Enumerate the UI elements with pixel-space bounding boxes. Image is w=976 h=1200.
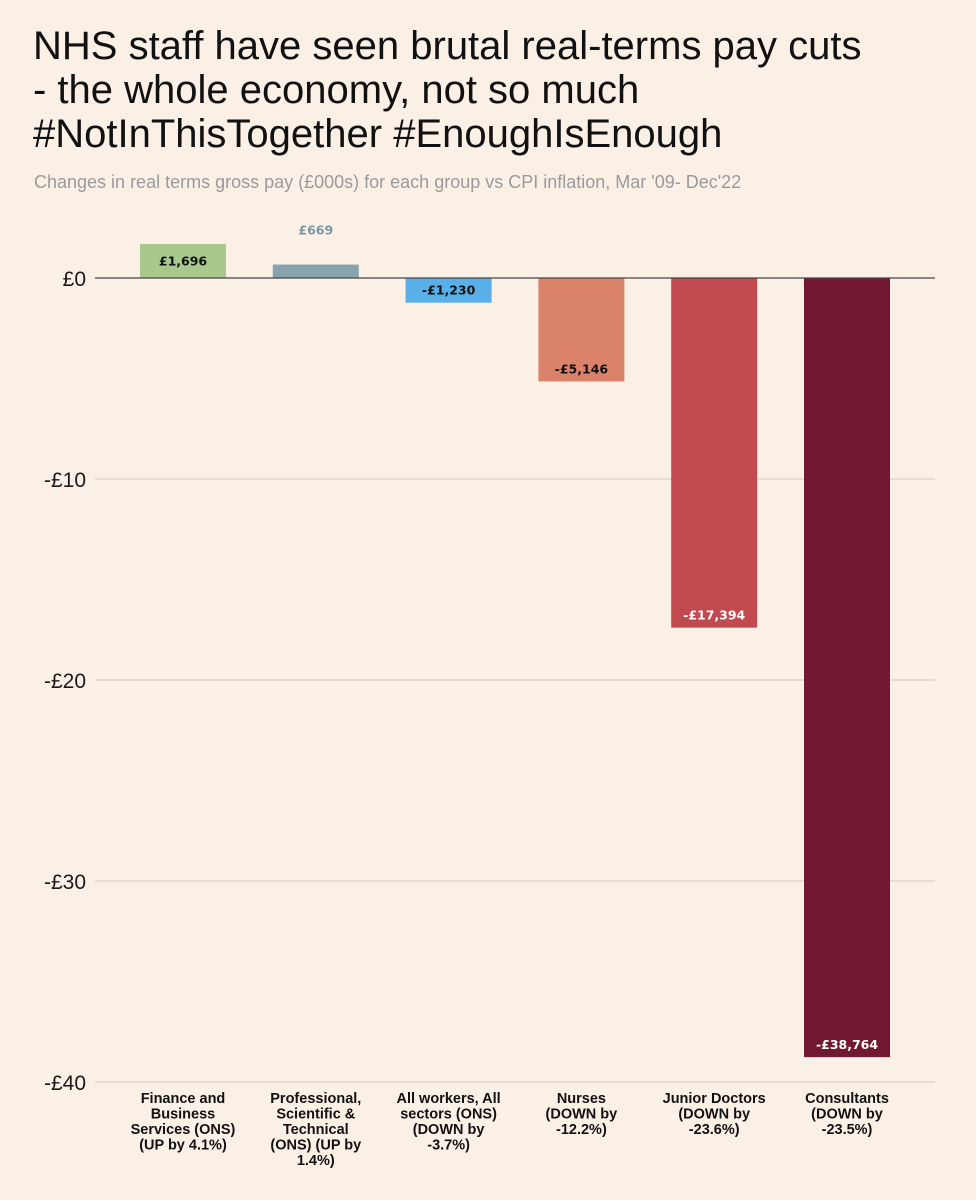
x-tick-label: sectors (ONS) (400, 1107, 497, 1123)
y-tick-label: £0 (63, 268, 86, 291)
bar (140, 243, 226, 278)
chart-subtitle: Changes in real terms gross pay (£000s) … (34, 172, 742, 192)
x-tick-label: Services (ONS) (131, 1122, 236, 1138)
x-tick-label: All workers, All (396, 1091, 500, 1107)
data-label: £669 (298, 223, 333, 238)
x-tick-label: (DOWN by (678, 1107, 750, 1123)
x-tick-label: 1.4%) (297, 1153, 335, 1169)
title-line-1: NHS staff have seen brutal real-terms pa… (33, 24, 862, 68)
x-tick-label: (DOWN by (546, 1107, 618, 1123)
bar (538, 278, 625, 382)
bar (272, 264, 359, 278)
data-label: £1,696 (159, 253, 208, 268)
bar (804, 278, 890, 1058)
x-tick-label: Scientific & (276, 1107, 355, 1123)
x-tick-label: Nurses (557, 1091, 606, 1107)
x-tick-label: -12.2%) (556, 1122, 607, 1138)
bar (671, 278, 758, 628)
x-tick-label: Technical (283, 1122, 349, 1138)
chart-title: NHS staff have seen brutal real-terms pa… (33, 24, 963, 156)
x-tick-label: (DOWN by (811, 1107, 883, 1123)
x-tick-label: Consultants (805, 1091, 889, 1107)
x-tick-label: Business (151, 1107, 215, 1123)
data-label: -£38,764 (816, 1037, 878, 1052)
x-tick-label: -23.5%) (822, 1122, 873, 1138)
y-tick-label: -£10 (44, 469, 86, 492)
y-tick-label: -£40 (44, 1072, 86, 1095)
x-tick-label: Junior Doctors (663, 1091, 766, 1107)
x-tick-label: (DOWN by (413, 1122, 485, 1138)
x-tick-label: Professional, (270, 1091, 361, 1107)
x-tick-label: Finance and (141, 1091, 226, 1107)
x-tick-label: -3.7%) (427, 1138, 470, 1154)
title-line-2: - the whole economy, not so much (33, 68, 640, 112)
data-label: -£5,146 (555, 361, 609, 376)
data-label: -£1,230 (422, 283, 476, 298)
data-label: -£17,394 (683, 608, 745, 623)
y-tick-label: -£20 (44, 670, 86, 693)
title-line-3: #NotInThisTogether #EnoughIsEnough (33, 112, 723, 156)
x-tick-label: -23.6%) (689, 1122, 740, 1138)
x-tick-label: (UP by 4.1%) (139, 1138, 227, 1154)
x-tick-label: (ONS) (UP by (270, 1138, 361, 1154)
bar (405, 278, 492, 303)
y-tick-label: -£30 (44, 871, 86, 894)
